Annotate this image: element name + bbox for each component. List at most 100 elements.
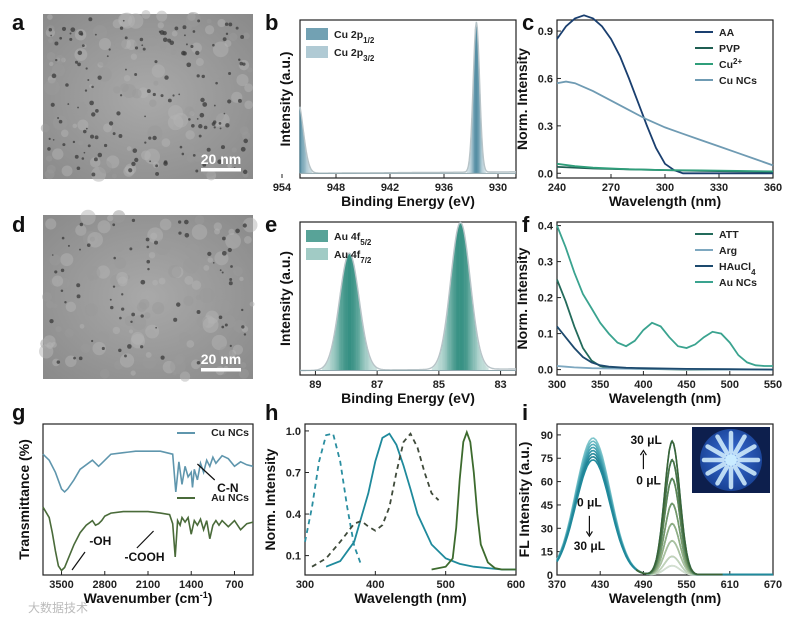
tem-texture [130,370,136,376]
x-tick-label: 300 [656,182,674,194]
nanocluster-dot [93,157,98,162]
nanocluster-dot [50,102,55,107]
annotation-arrow [197,463,216,481]
tem-texture [212,41,229,58]
y-tick-label: 0.6 [538,73,553,85]
nanocluster-dot [144,115,146,118]
nanocluster-dot [57,117,60,120]
series-line [304,432,363,566]
nanocluster-dot [176,302,181,307]
nanocluster-dot [207,251,212,256]
panel-label-g: g [12,400,25,425]
nanocluster-dot [155,326,157,329]
nanocluster-dot [67,103,70,105]
tem-texture [111,173,117,179]
nanocluster-dot [149,160,152,163]
nanocluster-dot [184,233,190,238]
nanocluster-dot [113,256,116,260]
nanocluster-dot [112,132,116,136]
nanocluster-dot [169,40,175,46]
nanocluster-dot [76,283,81,288]
series-line [325,432,516,571]
nanocluster-dot [91,172,96,177]
tem-texture [244,100,254,110]
inset-vial [705,461,727,476]
axes-frame [299,19,517,179]
x-tick-label: 400 [634,379,652,391]
tem-texture [204,25,215,35]
tem-texture [145,324,160,339]
y-tick-label: 0.9 [538,26,553,38]
tem-texture [213,69,224,80]
tem-texture [103,123,113,133]
y-tick-label: 90 [541,430,553,442]
axes-h: 300 400 500 600 0.1 0.4 0.7 1.0 Wavelength (nm) N… [262,423,525,606]
nanocluster-dot [174,26,179,31]
nanocluster-dot [243,138,248,144]
nanocluster-dot [215,81,218,85]
nanocluster-dot [54,41,59,46]
tem-texture [122,83,137,99]
nanocluster-dot [213,126,216,129]
tem-texture [87,231,103,248]
annotation-oh: -OH [89,534,111,548]
tem-texture [171,30,178,37]
axes-e: 89 87 85 83 Au 4f5/2 Au 4f7/2 Binding Energy (… [277,221,517,406]
tem-texture [221,318,228,325]
tem-texture [127,13,144,29]
annotation-up-top: 30 μL [630,433,661,447]
panel-label-b: b [265,10,278,35]
x-tick-label: 500 [436,579,454,591]
x-tick-label: 954 [273,182,292,194]
nanocluster-dot [242,169,248,175]
nanocluster-dot [185,43,188,46]
x-tick-label: 360 [764,182,782,194]
nanocluster-dot [218,315,223,320]
nanocluster-dot [222,37,227,42]
tem-texture [45,300,54,309]
tem-texture [232,266,243,277]
nanocluster-dot [127,344,132,349]
nanocluster-dot [122,19,125,22]
tem-texture [194,215,205,225]
nanocluster-dot [124,68,127,71]
nanocluster-dot [146,245,150,249]
nanocluster-dot [158,30,162,33]
nanocluster-dot [79,248,81,251]
x-tick-label: 1400 [179,579,203,591]
tem-texture [174,355,184,365]
tem-texture [161,138,171,147]
tem-texture [92,24,108,40]
nanocluster-dot [240,35,245,39]
x-axis-label: Binding Energy (eV) [341,390,475,406]
nanocluster-dot [230,265,233,268]
tem-texture [224,39,232,48]
tem-texture [77,119,89,131]
tem-texture [61,165,73,177]
nanocluster-dot [140,345,144,349]
tem-texture [86,62,91,68]
tem-texture [173,112,189,128]
nanocluster-dot [221,250,227,256]
series-line [556,14,773,175]
x-tick-label: 83 [494,379,506,391]
tem-texture [131,331,145,345]
tem-texture [191,224,208,240]
legend-label: Au 4f7/2 [334,249,372,265]
x-tick-label: 500 [721,379,739,391]
tem-texture [107,215,114,222]
tem-texture [128,329,134,334]
tem-texture [98,37,112,51]
y-tick-label: 0.0 [538,365,553,377]
annotation-down-top: 0 μL [577,496,602,510]
nanocluster-dot [218,121,222,125]
nanocluster-dot [48,28,53,32]
nanocluster-dot [224,22,229,26]
tem-texture [242,32,250,40]
tem-image-d: 20 nm [39,209,258,382]
nanocluster-dot [60,289,64,292]
nanocluster-dot [64,301,67,304]
tem-texture [185,12,201,28]
